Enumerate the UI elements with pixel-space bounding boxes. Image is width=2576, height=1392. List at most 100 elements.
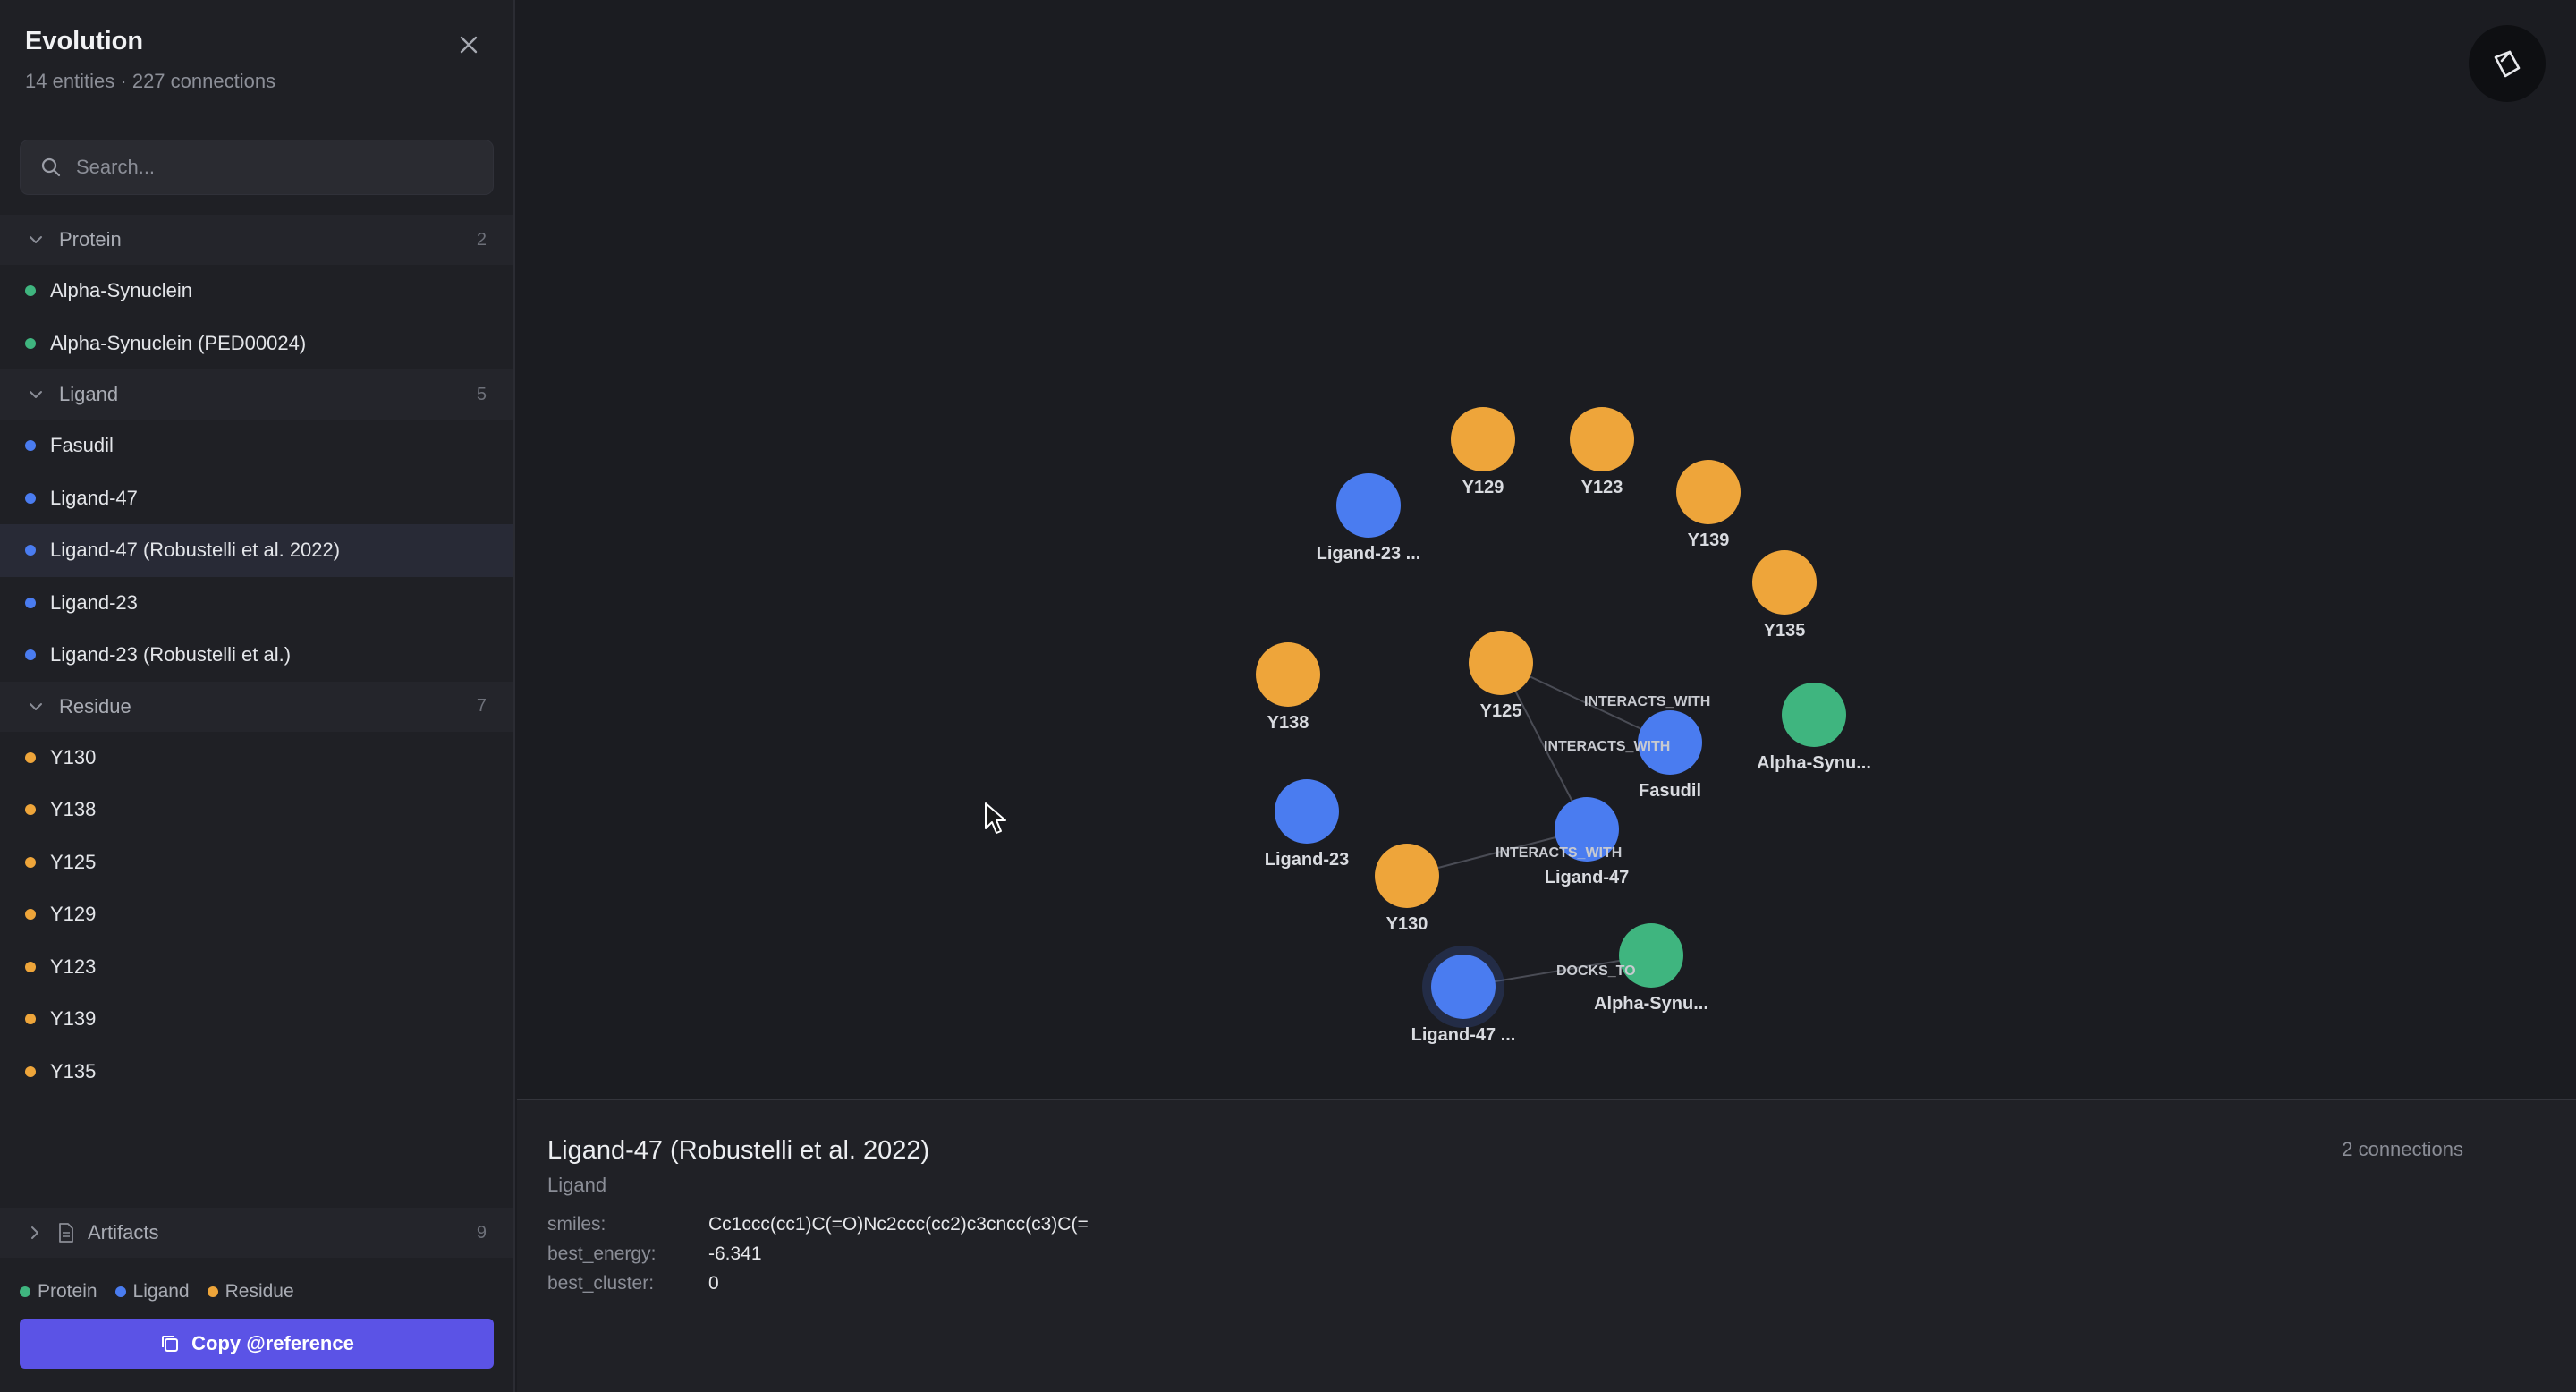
graph-node-y130[interactable]: Y130 bbox=[1375, 844, 1439, 934]
node-label: Alpha-Synu... bbox=[1594, 994, 1708, 1014]
legend: Protein Ligand Residue bbox=[20, 1281, 294, 1303]
chevron-down-icon bbox=[27, 231, 45, 249]
node-label: Ligand-47 bbox=[1545, 868, 1629, 887]
legend-item-ligand: Ligand bbox=[114, 1281, 190, 1303]
legend-dot bbox=[20, 1286, 30, 1297]
detail-properties: smiles: Cc1ccc(cc1)C(=O)Nc2ccc(cc2)c3cncc… bbox=[547, 1210, 1089, 1298]
detail-property-row: smiles: Cc1ccc(cc1)C(=O)Nc2ccc(cc2)c3cncc… bbox=[547, 1210, 1089, 1239]
group-header-protein[interactable]: Protein 2 bbox=[0, 215, 513, 265]
sidebar-entity-item[interactable]: Ligand-23 (Robustelli et al.) bbox=[0, 629, 513, 682]
sidebar-entity-item[interactable]: Y135 bbox=[0, 1046, 513, 1099]
copy-reference-button[interactable]: Copy @reference bbox=[20, 1319, 494, 1369]
sidebar-title: Evolution bbox=[25, 27, 144, 55]
group-count: 5 bbox=[476, 384, 487, 404]
close-button[interactable] bbox=[453, 29, 485, 61]
node-circle bbox=[1555, 797, 1619, 862]
sidebar-entity-item[interactable]: Y125 bbox=[0, 836, 513, 889]
property-value: Cc1ccc(cc1)C(=O)Nc2ccc(cc2)c3cncc(c3)C(= bbox=[708, 1213, 1089, 1235]
node-label: Fasudil bbox=[1639, 781, 1701, 801]
graph-node-lig47[interactable]: Ligand-47 bbox=[1545, 797, 1629, 887]
detail-type: Ligand bbox=[547, 1174, 607, 1196]
legend-label: Ligand bbox=[132, 1281, 190, 1302]
node-label: Y135 bbox=[1764, 621, 1806, 641]
sidebar-entity-item[interactable]: Ligand-23 bbox=[0, 577, 513, 630]
type-dot bbox=[25, 597, 36, 608]
group-count: 7 bbox=[476, 696, 487, 716]
sidebar-entity-item[interactable]: Y123 bbox=[0, 941, 513, 994]
property-key: best_cluster: bbox=[547, 1272, 655, 1294]
sidebar-entity-item[interactable]: Y129 bbox=[0, 888, 513, 941]
property-key: best_energy: bbox=[547, 1243, 657, 1264]
copy-reference-label: Copy @reference bbox=[191, 1332, 354, 1354]
entity-label: Alpha-Synuclein (PED00024) bbox=[50, 331, 307, 354]
node-circle bbox=[1469, 631, 1533, 695]
graph-node-y135[interactable]: Y135 bbox=[1752, 550, 1817, 641]
sidebar-entity-item[interactable]: Ligand-47 bbox=[0, 472, 513, 525]
edge-label: DOCKS_TO bbox=[1556, 963, 1636, 979]
type-dot bbox=[25, 961, 36, 972]
sidebar-entity-item[interactable]: Alpha-Synuclein (PED00024) bbox=[0, 318, 513, 370]
type-dot bbox=[25, 492, 36, 504]
entity-label: Ligand-47 (Robustelli et al. 2022) bbox=[50, 539, 341, 562]
detail-title: Ligand-47 (Robustelli et al. 2022) bbox=[547, 1136, 930, 1165]
sidebar-entity-item[interactable]: Fasudil bbox=[0, 420, 513, 472]
node-label: Y123 bbox=[1581, 478, 1623, 497]
graph-view-button[interactable] bbox=[2469, 25, 2546, 102]
graph-node-y129[interactable]: Y129 bbox=[1451, 407, 1515, 497]
entity-label: Fasudil bbox=[50, 434, 114, 457]
entity-label: Y125 bbox=[50, 850, 97, 873]
artifacts-label: Artifacts bbox=[88, 1221, 159, 1243]
node-label: Y139 bbox=[1688, 530, 1730, 550]
graph-node-alpha1[interactable]: Alpha-Synu... bbox=[1757, 683, 1871, 773]
chevron-down-icon bbox=[27, 698, 45, 716]
graph-node-y123[interactable]: Y123 bbox=[1570, 407, 1634, 497]
legend-label: Residue bbox=[225, 1281, 294, 1302]
type-dot bbox=[25, 751, 36, 763]
artifacts-group-header[interactable]: Artifacts 9 bbox=[0, 1208, 513, 1258]
type-dot bbox=[25, 337, 36, 349]
node-label: Ligand-47 ... bbox=[1411, 1025, 1516, 1045]
graph-node-y125[interactable]: Y125 bbox=[1469, 631, 1533, 721]
graph-node-lig23[interactable]: Ligand-23 bbox=[1265, 779, 1349, 870]
sidebar-entity-item[interactable]: Y139 bbox=[0, 993, 513, 1046]
graph-node-fasudil[interactable]: Fasudil bbox=[1638, 710, 1702, 801]
node-circle bbox=[1275, 779, 1339, 844]
entity-label: Y138 bbox=[50, 798, 97, 821]
sidebar-entity-item[interactable]: Y130 bbox=[0, 732, 513, 785]
group-header-residue[interactable]: Residue 7 bbox=[0, 681, 513, 732]
sidebar-subtitle: 14 entities · 227 connections bbox=[25, 70, 276, 92]
graph-node-lig23r[interactable]: Ligand-23 ... bbox=[1317, 473, 1421, 564]
graph-canvas[interactable]: Y129 Y123 Ligand-23 ... Y139 Y135 Y138 Y125 Alp… bbox=[517, 0, 2576, 1099]
sidebar-entity-item[interactable]: Ligand-47 (Robustelli et al. 2022) bbox=[0, 524, 513, 577]
chevron-right-icon bbox=[31, 1226, 38, 1239]
type-dot bbox=[25, 285, 36, 297]
node-circle bbox=[1782, 683, 1846, 747]
diamond-pointer-icon bbox=[2494, 50, 2521, 78]
node-circle bbox=[1431, 955, 1496, 1019]
graph-node-lig47r[interactable]: Ligand-47 ... bbox=[1411, 946, 1516, 1045]
graph-node-alpha2[interactable]: Alpha-Synu... bbox=[1594, 923, 1708, 1014]
sidebar-entity-item[interactable]: Alpha-Synuclein bbox=[0, 265, 513, 318]
node-label: Alpha-Synu... bbox=[1757, 753, 1871, 773]
entity-label: Ligand-23 bbox=[50, 590, 138, 614]
close-icon bbox=[460, 36, 478, 54]
edge-label: INTERACTS_WITH bbox=[1584, 694, 1710, 709]
graph-node-y138[interactable]: Y138 bbox=[1256, 642, 1320, 733]
property-key: smiles: bbox=[547, 1213, 606, 1235]
node-circle bbox=[1752, 550, 1817, 615]
document-icon bbox=[57, 1222, 75, 1243]
group-header-ligand[interactable]: Ligand 5 bbox=[0, 369, 513, 420]
copy-icon bbox=[162, 1336, 179, 1352]
type-dot bbox=[25, 1065, 36, 1077]
detail-property-row: best_energy: -6.341 bbox=[547, 1239, 1089, 1269]
entity-label: Y123 bbox=[50, 955, 97, 978]
group-label: Ligand bbox=[59, 383, 119, 405]
chevron-down-icon bbox=[27, 386, 45, 403]
mouse-cursor-icon bbox=[985, 802, 1006, 834]
node-label: Ligand-23 bbox=[1265, 850, 1349, 870]
search-input[interactable] bbox=[76, 156, 470, 179]
sidebar-entity-item[interactable]: Y138 bbox=[0, 784, 513, 836]
node-circle bbox=[1619, 923, 1683, 988]
graph-node-y139[interactable]: Y139 bbox=[1676, 460, 1741, 550]
